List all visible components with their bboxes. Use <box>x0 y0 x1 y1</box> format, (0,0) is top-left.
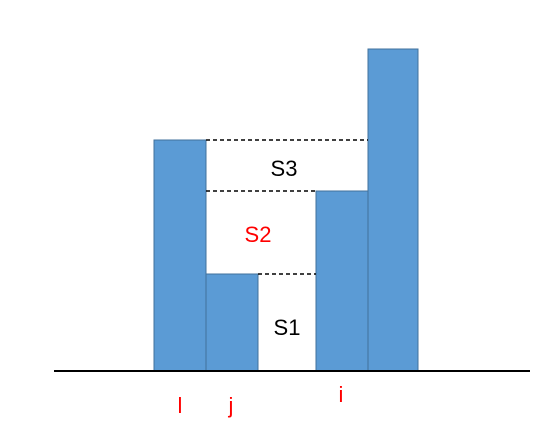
index-label-i: i <box>339 382 344 407</box>
index-label-j: j <box>228 393 234 418</box>
bar-j <box>205 273 259 372</box>
bar-4 <box>367 48 419 372</box>
bar-l <box>153 139 207 372</box>
index-label-l: l <box>178 393 183 418</box>
region-label-s1: S1 <box>274 315 301 340</box>
region-label-s3: S3 <box>271 156 298 181</box>
region-label-s2: S2 <box>245 222 272 247</box>
bar-i <box>315 190 369 372</box>
